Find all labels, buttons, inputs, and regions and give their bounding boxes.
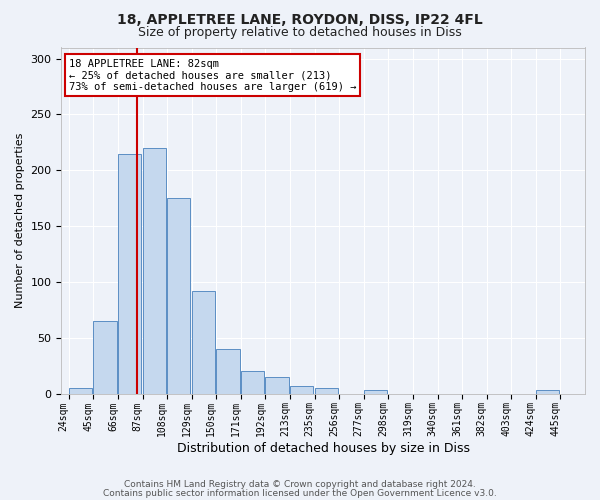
- Text: Size of property relative to detached houses in Diss: Size of property relative to detached ho…: [138, 26, 462, 39]
- Bar: [290, 386, 313, 394]
- Bar: [143, 148, 166, 394]
- Bar: [536, 390, 559, 394]
- Bar: [118, 154, 141, 394]
- Bar: [167, 198, 190, 394]
- Text: Contains HM Land Registry data © Crown copyright and database right 2024.: Contains HM Land Registry data © Crown c…: [124, 480, 476, 489]
- Bar: [265, 377, 289, 394]
- Bar: [241, 371, 264, 394]
- Y-axis label: Number of detached properties: Number of detached properties: [15, 133, 25, 308]
- Bar: [69, 388, 92, 394]
- Bar: [191, 291, 215, 394]
- Text: Contains public sector information licensed under the Open Government Licence v3: Contains public sector information licen…: [103, 488, 497, 498]
- Bar: [314, 388, 338, 394]
- Bar: [94, 321, 117, 394]
- Bar: [364, 390, 387, 394]
- Text: 18, APPLETREE LANE, ROYDON, DISS, IP22 4FL: 18, APPLETREE LANE, ROYDON, DISS, IP22 4…: [117, 12, 483, 26]
- X-axis label: Distribution of detached houses by size in Diss: Distribution of detached houses by size …: [177, 442, 470, 455]
- Bar: [216, 349, 239, 394]
- Text: 18 APPLETREE LANE: 82sqm
← 25% of detached houses are smaller (213)
73% of semi-: 18 APPLETREE LANE: 82sqm ← 25% of detach…: [69, 58, 356, 92]
